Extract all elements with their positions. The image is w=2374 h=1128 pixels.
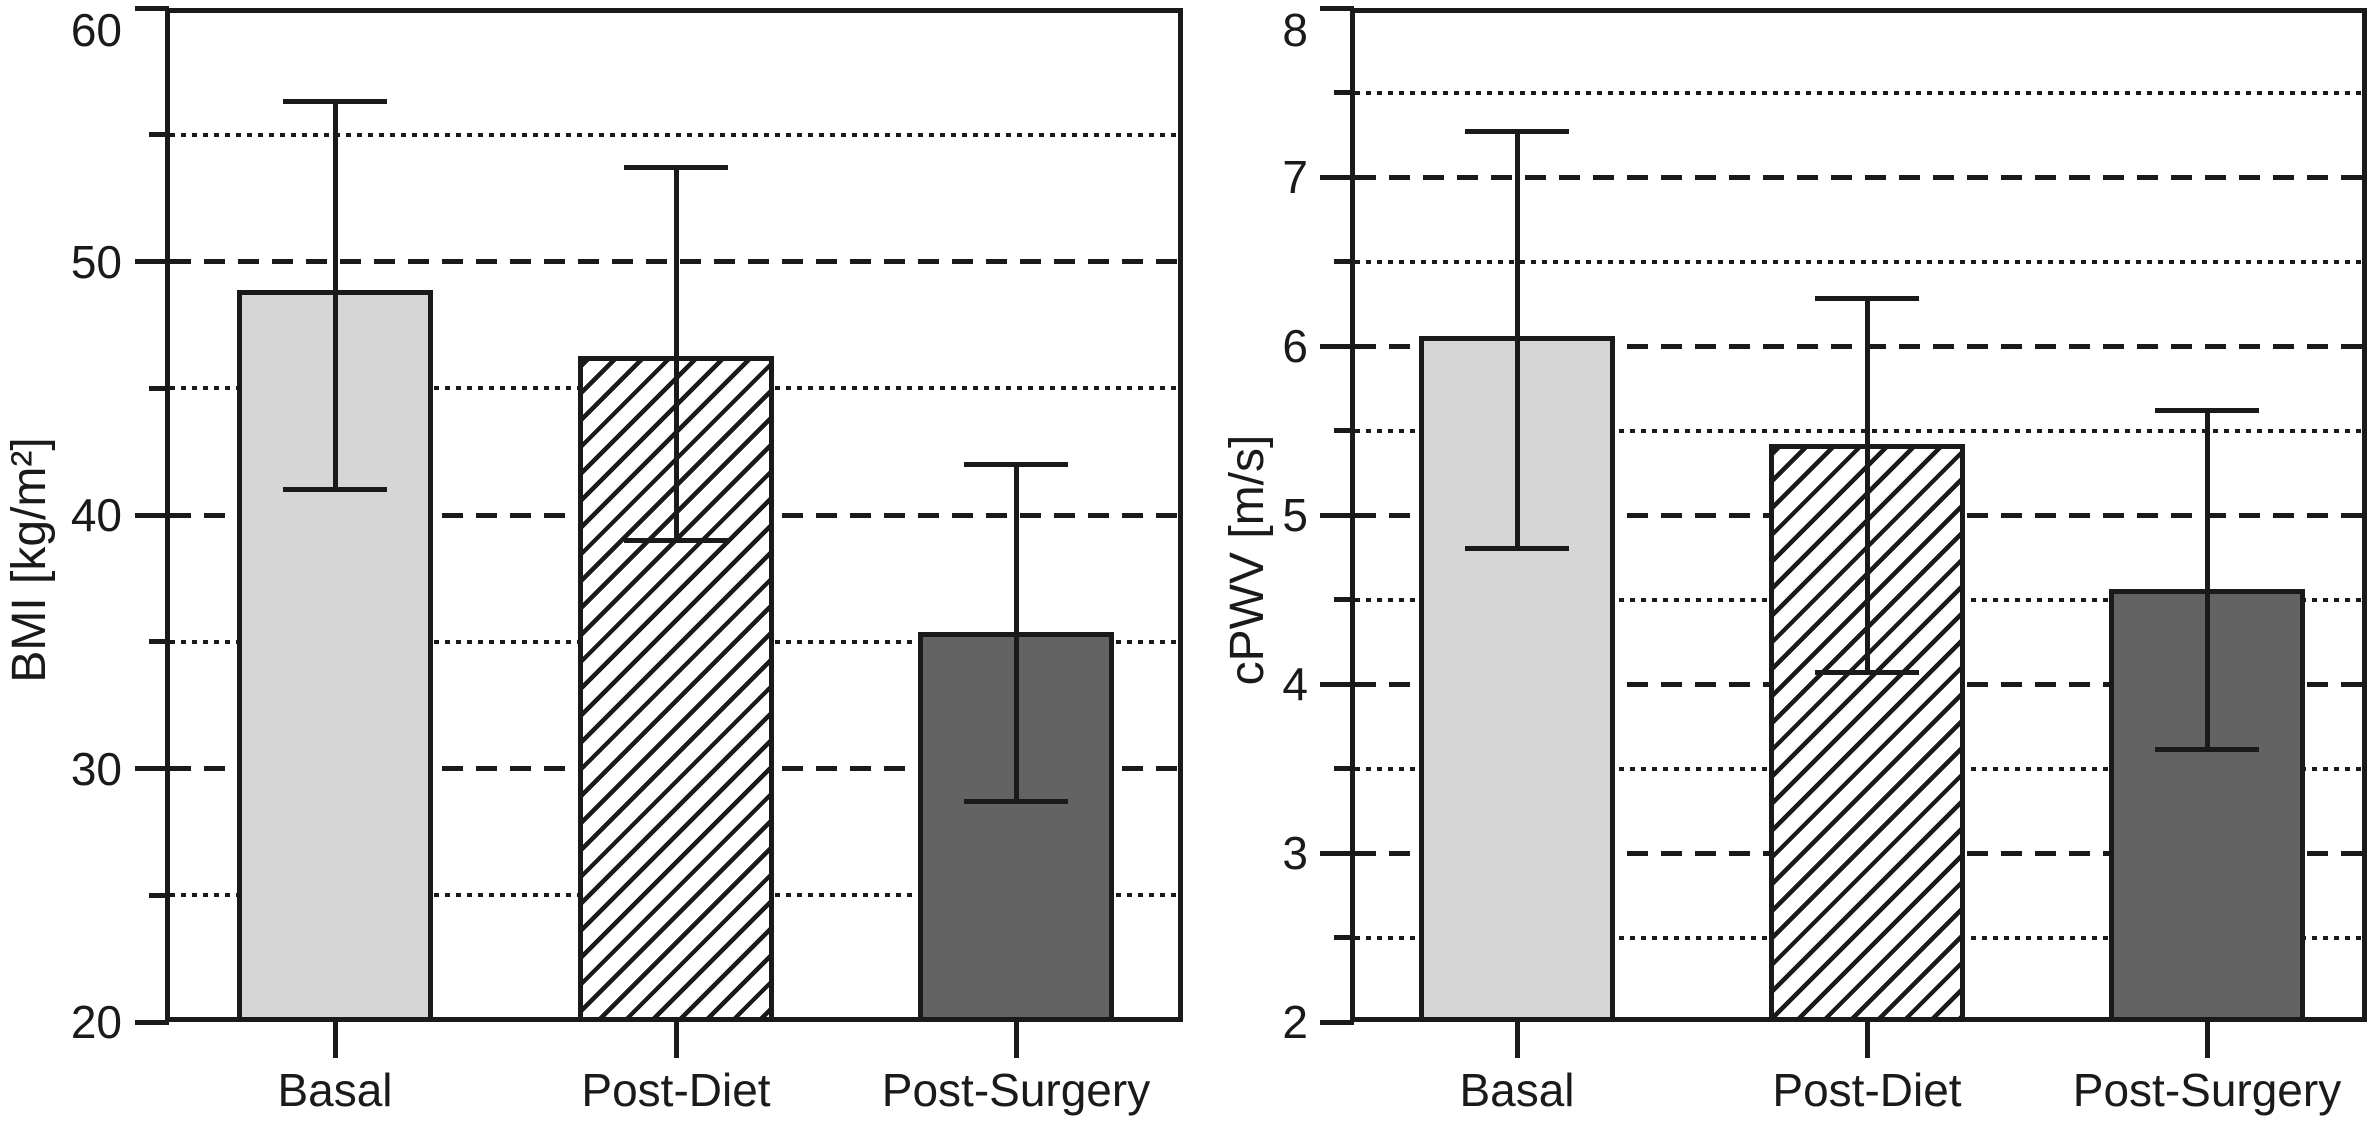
bar-basal: [237, 289, 433, 1022]
x-category-label: Basal: [277, 1064, 393, 1116]
error-bar-cap-top: [1815, 296, 1919, 302]
y-tick-minor: [1334, 428, 1354, 433]
error-bar-line: [673, 167, 679, 541]
error-bar-line: [2204, 410, 2210, 750]
x-tick: [2204, 1022, 2210, 1058]
x-tick: [1864, 1022, 1870, 1058]
gridline-minor-dotted: [1355, 90, 2362, 95]
y-tick-major: [1320, 850, 1354, 856]
error-bar-cap-top: [283, 99, 387, 105]
y-tick-label: 40: [70, 489, 122, 541]
y-tick-minor: [1334, 935, 1354, 940]
x-category-label: Basal: [1459, 1064, 1575, 1116]
y-tick-minor: [149, 385, 169, 391]
y-tick-minor: [149, 639, 169, 645]
x-tick: [332, 1022, 338, 1058]
gridline-major-dashed: [1355, 174, 2362, 180]
error-bar-line: [1514, 131, 1520, 549]
error-bar-cap-bottom: [2155, 747, 2259, 753]
gridline-major-dashed: [1355, 343, 2362, 349]
error-bar-line: [332, 101, 338, 490]
error-bar-cap-bottom: [283, 487, 387, 493]
y-tick-major: [1320, 512, 1354, 518]
error-bar-cap-top: [964, 461, 1068, 467]
error-bar-cap-top: [1465, 128, 1569, 134]
x-category-label: Post-Diet: [581, 1064, 771, 1116]
y-tick-major: [135, 5, 169, 11]
gridline-minor-dotted: [1355, 428, 2362, 433]
x-category-label: Post-Diet: [1772, 1064, 1962, 1116]
y-tick-minor: [149, 892, 169, 898]
gridline-minor-dotted: [1355, 259, 2362, 264]
y-tick-major: [135, 259, 169, 264]
x-tick: [1514, 1022, 1520, 1058]
error-bar-cap-top: [624, 165, 728, 171]
x-tick: [673, 1022, 679, 1058]
error-bar-cap-bottom: [1465, 546, 1569, 552]
error-bar-cap-top: [2155, 407, 2259, 413]
y-tick-minor: [1334, 259, 1354, 264]
y-tick-label: 6: [1282, 320, 1308, 372]
error-bar-cap-bottom: [624, 537, 728, 543]
error-bar-cap-bottom: [1815, 669, 1919, 675]
gridline-minor-dotted: [170, 132, 1178, 137]
y-tick-label: 50: [70, 235, 122, 288]
error-bar-line: [1013, 464, 1019, 802]
y-tick-label: 8: [1282, 4, 1308, 56]
bar-post-diet: [1769, 443, 1965, 1022]
y-tick-label: 60: [70, 4, 122, 56]
x-tick: [1013, 1022, 1019, 1058]
y-tick-minor: [1334, 766, 1354, 771]
y-tick-major: [135, 512, 169, 518]
error-bar-line: [1864, 298, 1870, 673]
y-tick-major: [1320, 681, 1354, 687]
x-category-label: Post-Surgery: [2072, 1064, 2342, 1116]
error-bar-cap-bottom: [964, 798, 1068, 804]
y-tick-label: 20: [70, 996, 122, 1048]
y-tick-label: 3: [1282, 827, 1308, 879]
y-tick-major: [135, 766, 169, 771]
y-tick-label: 7: [1282, 151, 1308, 203]
y-tick-major: [1320, 174, 1354, 180]
y-tick-minor: [1334, 90, 1354, 95]
y-tick-minor: [149, 132, 169, 138]
y-tick-major: [135, 1019, 169, 1025]
y-tick-major: [1320, 1019, 1354, 1025]
y-tick-minor: [1334, 597, 1354, 602]
y-tick-label: 30: [70, 742, 122, 795]
y-tick-label: 5: [1282, 489, 1308, 541]
y-tick-label: 4: [1282, 658, 1308, 710]
x-category-label: Post-Surgery: [881, 1064, 1151, 1116]
y-tick-major: [1320, 343, 1354, 349]
y-axis-title-cpwv: cPWV [m/s]: [1221, 434, 1274, 686]
y-tick-label: 2: [1282, 996, 1308, 1048]
y-tick-major: [1320, 5, 1354, 11]
y-axis-title-bmi: BMI [kg/m²]: [3, 437, 56, 683]
